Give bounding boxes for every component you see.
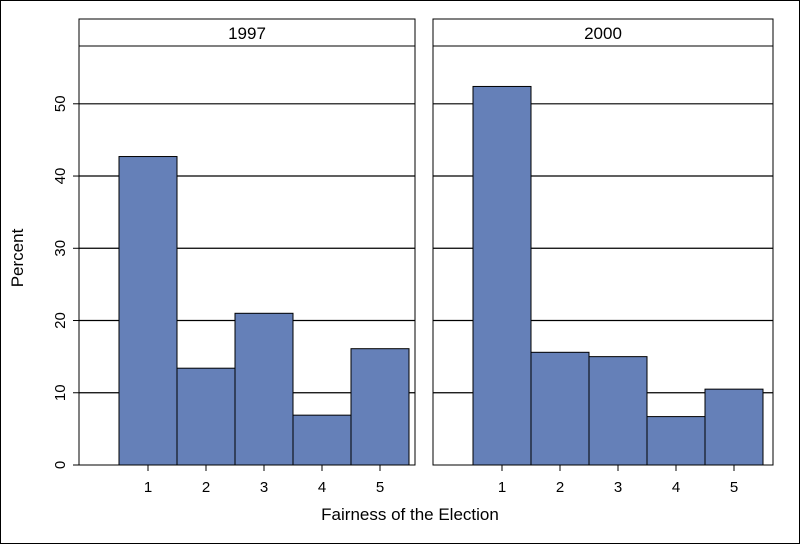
y-tick-label: 50 <box>52 95 69 112</box>
y-tick-label: 10 <box>52 384 69 401</box>
x-tick-label: 2 <box>202 479 210 496</box>
panel-header <box>432 18 774 47</box>
panel-title: 1997 <box>228 24 266 43</box>
bar-2000-3 <box>588 356 648 466</box>
bar-2000-5 <box>704 388 764 466</box>
bar-2000-4 <box>646 416 706 466</box>
bar-2000-2 <box>530 351 590 466</box>
x-tick-label: 4 <box>672 479 680 496</box>
panels-group: 1997 1 2 3 4 5 2000 1 2 3 4 5 <box>78 18 774 496</box>
bar-2000-1 <box>472 85 532 466</box>
y-tick-label: 30 <box>52 240 69 257</box>
x-tick-label: 5 <box>730 479 738 496</box>
panel-1997: 1997 1 2 3 4 5 <box>78 18 416 496</box>
x-tick-label: 1 <box>498 479 506 496</box>
x-tick-label: 1 <box>144 479 152 496</box>
bar-1997-3 <box>234 312 294 466</box>
bar-1997-4 <box>292 414 352 466</box>
bar-1997-2 <box>176 367 236 466</box>
x-tick-label: 3 <box>614 479 622 496</box>
y-tick-label: 0 <box>52 461 69 469</box>
x-tick-label: 2 <box>556 479 564 496</box>
panel-2000: 2000 1 2 3 4 5 <box>432 18 774 496</box>
x-tick-label: 3 <box>260 479 268 496</box>
x-tick-label: 5 <box>376 479 384 496</box>
x-axis-label: Fairness of the Election <box>321 505 499 524</box>
bar-1997-5 <box>350 348 410 466</box>
y-axis-label: Percent <box>8 228 27 287</box>
panel-title: 2000 <box>584 24 622 43</box>
y-tick-label: 40 <box>52 168 69 185</box>
bar-1997-1 <box>118 156 178 466</box>
x-tick-label: 4 <box>318 479 326 496</box>
y-tick-label: 20 <box>52 312 69 329</box>
panel-header <box>78 18 416 47</box>
y-axis: 0 10 20 30 40 50 <box>52 95 79 469</box>
